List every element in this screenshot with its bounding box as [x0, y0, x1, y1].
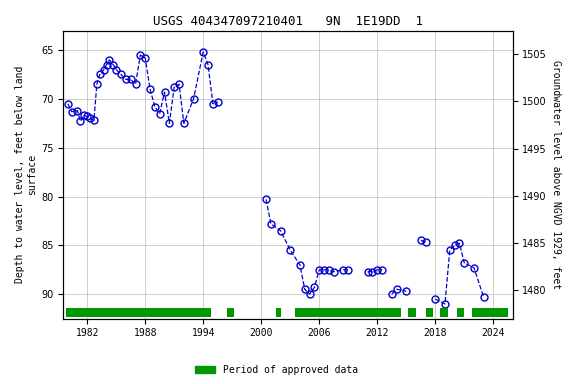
Bar [472, 308, 508, 317]
Bar [295, 308, 401, 317]
Bar [228, 308, 234, 317]
Bar [66, 308, 211, 317]
Bar [457, 308, 464, 317]
Bar [276, 308, 281, 317]
Y-axis label: Groundwater level above NGVD 1929, feet: Groundwater level above NGVD 1929, feet [551, 60, 561, 289]
Y-axis label: Depth to water level, feet below land
surface: Depth to water level, feet below land su… [15, 66, 37, 283]
Bar [440, 308, 448, 317]
Title: USGS 404347097210401   9N  1E19DD  1: USGS 404347097210401 9N 1E19DD 1 [153, 15, 423, 28]
Legend: Period of approved data: Period of approved data [191, 361, 362, 379]
Bar [426, 308, 433, 317]
Bar [408, 308, 416, 317]
